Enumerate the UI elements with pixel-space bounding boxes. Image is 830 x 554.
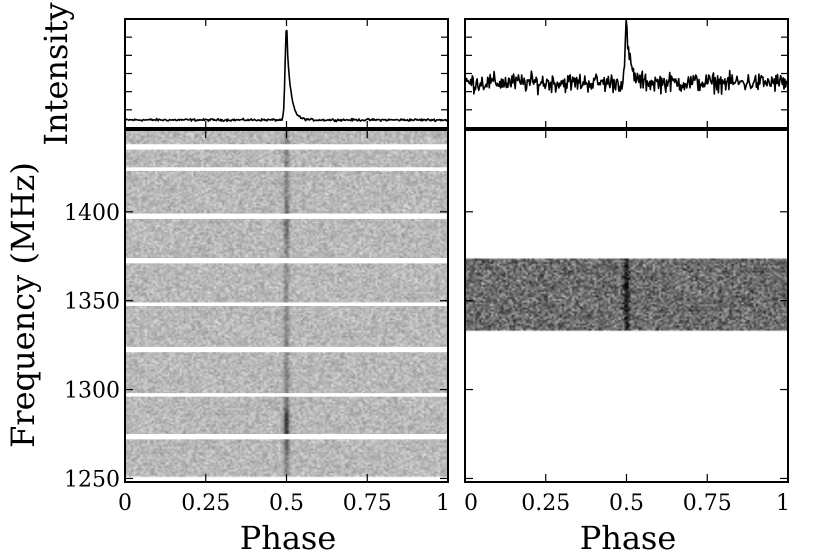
y-tick-label: 1250 — [64, 467, 120, 492]
right-spectrum-panel: 0 0.25 0.5 0.75 1 — [464, 129, 790, 516]
masked-band — [125, 258, 448, 264]
y-tick-label: 1350 — [64, 290, 120, 315]
left-spectrum-masked-bands — [125, 144, 448, 440]
x-tick-label: 0 — [464, 491, 478, 516]
masked-band — [125, 302, 448, 306]
masked-band — [125, 434, 448, 440]
x-tick-label: 0.75 — [683, 491, 732, 516]
right-spectrum-heatmap — [465, 130, 788, 482]
x-tick-label: 0 — [118, 491, 132, 516]
left-profile-ticks — [125, 19, 448, 128]
masked-band — [125, 167, 448, 171]
frequency-axis-label: Frequency (MHz) — [4, 162, 42, 448]
x-tick-label: 0.25 — [521, 491, 570, 516]
left-spectrum-ticks: 0 0.25 0.5 0.75 1 1250 1300 1350 1400 — [64, 130, 450, 516]
masked-band — [125, 393, 448, 397]
right-profile-ticks — [465, 19, 788, 128]
masked-band — [125, 213, 448, 219]
right-profile-panel — [464, 18, 789, 129]
left-profile-panel — [124, 18, 449, 129]
masked-band — [125, 346, 448, 353]
x-tick-label: 1 — [436, 491, 450, 516]
left-spectrum-panel: 0 0.25 0.5 0.75 1 1250 1300 1350 1400 — [64, 129, 450, 516]
right-spectrum-ticks: 0 0.25 0.5 0.75 1 — [464, 130, 790, 516]
left-x-axis-label: Phase — [240, 519, 337, 554]
x-tick-label: 0.5 — [609, 491, 644, 516]
left-profile-line — [124, 29, 449, 123]
x-tick-label: 1 — [776, 491, 790, 516]
right-x-axis-label: Phase — [580, 519, 677, 554]
x-tick-label: 0.75 — [343, 491, 392, 516]
x-tick-label: 0.5 — [269, 491, 304, 516]
masked-band — [125, 144, 448, 150]
y-tick-label: 1300 — [64, 379, 120, 404]
x-tick-label: 0.25 — [181, 491, 230, 516]
y-tick-label: 1400 — [64, 201, 120, 226]
intensity-axis-label: Intensity — [37, 2, 75, 145]
right-profile-line — [464, 19, 789, 96]
